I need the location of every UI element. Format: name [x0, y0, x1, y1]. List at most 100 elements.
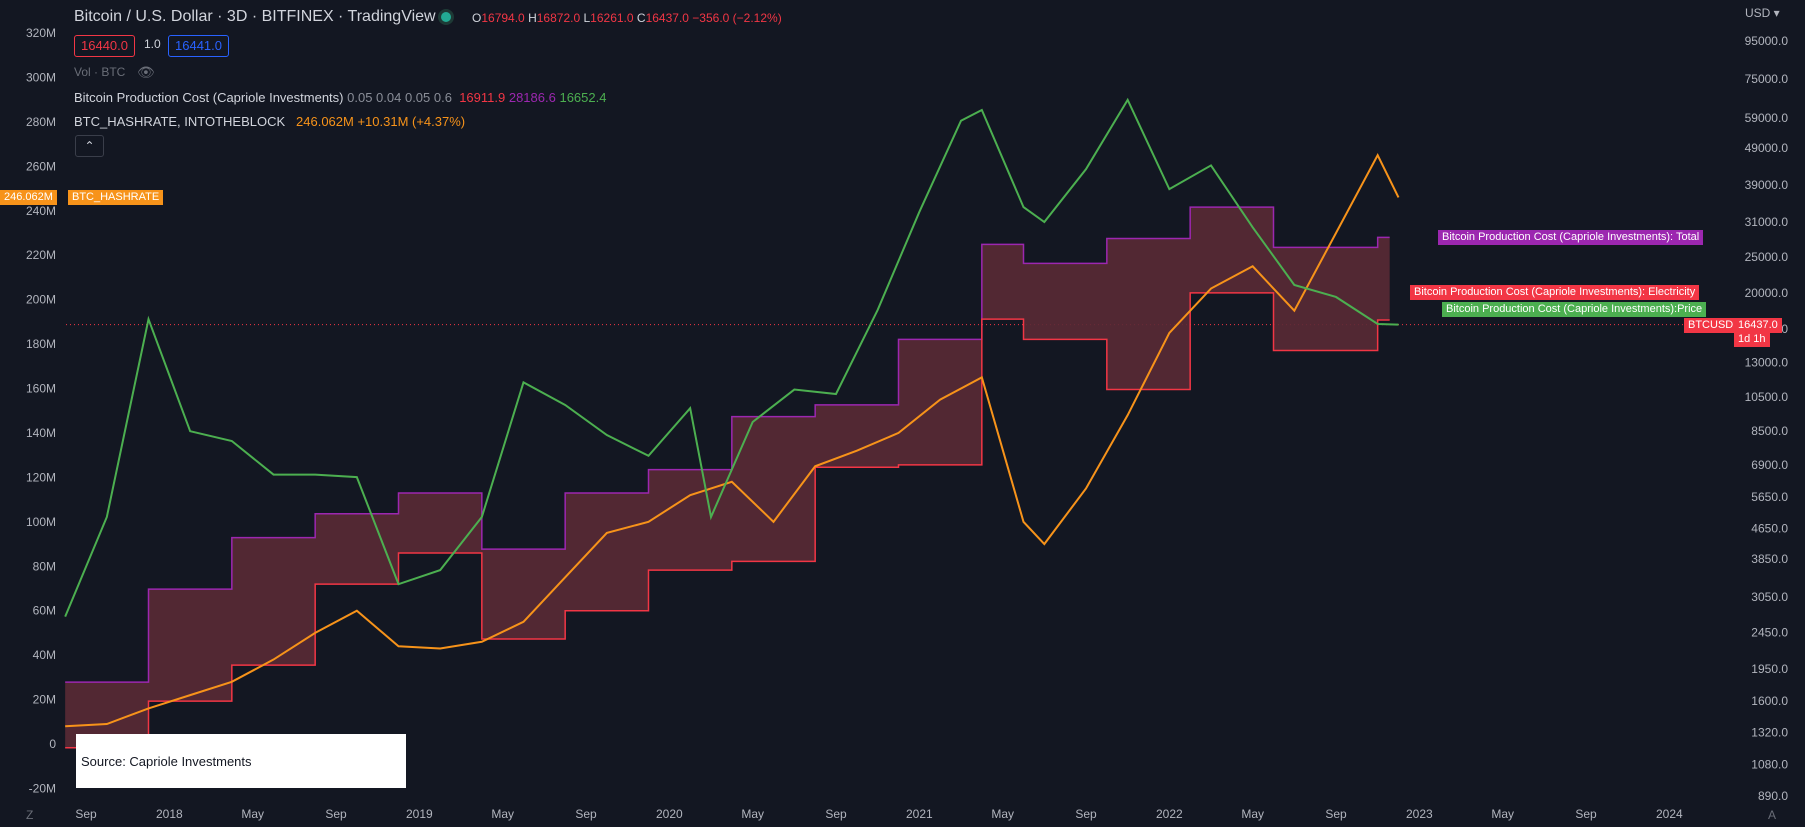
price-point [1398, 324, 1400, 326]
hashrate-line [65, 153, 1400, 728]
right-axis-label: 8500.0 [1751, 424, 1788, 438]
total-point [564, 492, 566, 494]
left-axis-label: 160M [26, 382, 56, 396]
x-tick-label: May [991, 807, 1014, 821]
indicator-legend-production-cost[interactable]: Bitcoin Production Cost (Capriole Invest… [74, 90, 607, 105]
x-tick-label: May [741, 807, 764, 821]
price-cost-tag: Bitcoin Production Cost (Capriole Invest… [1442, 302, 1707, 317]
volume-legend[interactable]: Vol · BTC [74, 65, 126, 79]
price-point [835, 393, 837, 395]
btc-hashrate-point [1044, 543, 1046, 545]
x-tick-label: 2021 [906, 807, 933, 821]
sell-price-button[interactable]: 16440.0 [74, 35, 135, 57]
btc-hashrate-point [523, 621, 525, 623]
electricity-point [398, 552, 400, 554]
left-axis-label: 300M [26, 70, 56, 84]
left-axis-label: 40M [33, 648, 56, 662]
electricity-point [1023, 339, 1025, 341]
collapse-legend-button[interactable]: ⌃ [75, 135, 104, 157]
right-axis-label: 3050.0 [1751, 590, 1788, 604]
price-point [1023, 206, 1025, 208]
btc-hashrate-point [314, 632, 316, 634]
electricity-point [1273, 350, 1275, 352]
x-tick-label: May [491, 807, 514, 821]
btc-hashrate-point [1023, 521, 1025, 523]
btc-hashrate-point [398, 645, 400, 647]
x-tick-label: 2018 [156, 807, 183, 821]
right-axis-label: 13000.0 [1745, 356, 1789, 370]
price-point [752, 421, 754, 423]
price-point [648, 455, 650, 457]
price-point [981, 109, 983, 111]
electricity-point [648, 569, 650, 571]
x-tick-label: Sep [1325, 807, 1347, 821]
left-axis-label: 60M [33, 604, 56, 618]
electricity-point [314, 583, 316, 585]
price-point [148, 318, 150, 320]
electricity-point [1377, 319, 1379, 321]
btc-hashrate-point [1085, 488, 1087, 490]
right-axis-label: 31000.0 [1745, 215, 1789, 229]
currency-select[interactable]: USD ▾ [1745, 6, 1780, 20]
left-axis-label: -20M [29, 781, 56, 795]
indicator-legend-hashrate[interactable]: BTC_HASHRATE, INTOTHEBLOCK 246.062M +10.… [74, 114, 466, 129]
electricity-point [981, 318, 983, 320]
total-cost-tag: Bitcoin Production Cost (Capriole Invest… [1438, 230, 1704, 245]
left-axis-label: 80M [33, 559, 56, 573]
left-axis-label: 260M [26, 159, 56, 173]
total-point [648, 469, 650, 471]
electricity-point [898, 464, 900, 466]
right-axis-label: 2450.0 [1751, 625, 1788, 639]
x-tick-label: May [241, 807, 264, 821]
x-tick-label: 2022 [1156, 807, 1183, 821]
btc-hashrate-point [1252, 265, 1254, 267]
price-point [1169, 188, 1171, 190]
total-point [231, 537, 233, 539]
btc-hashrate-point [856, 450, 858, 452]
btc-hashrate-point [981, 377, 983, 379]
total-point [1273, 247, 1275, 249]
btc-hashrate-point [1127, 414, 1129, 416]
right-axis-label: 4650.0 [1751, 522, 1788, 536]
price-point [398, 583, 400, 585]
price-point [1127, 99, 1129, 101]
btcusd-symbol-tag: BTCUSD [1684, 318, 1738, 333]
right-axis-label: 5650.0 [1751, 490, 1788, 504]
electricity-point [481, 638, 483, 640]
electricity-point [231, 664, 233, 666]
left-axis-label: 140M [26, 426, 56, 440]
right-axis-label: 59000.0 [1745, 111, 1789, 125]
price-point [356, 476, 358, 478]
right-axis-label: 49000.0 [1745, 141, 1789, 155]
total-point [1023, 263, 1025, 265]
x-tick-label: Sep [575, 807, 597, 821]
right-axis-label: 1320.0 [1751, 725, 1788, 739]
x-tick-label: Sep [1075, 807, 1097, 821]
auto-scale-button[interactable]: A [1768, 808, 1777, 822]
btcusd-price-tag: 16437.0 [1734, 318, 1782, 333]
x-tick-label: May [1491, 807, 1514, 821]
price-point [439, 569, 441, 571]
btc-hashrate-point [606, 532, 608, 534]
hashrate-value-tag: 246.062M [0, 190, 57, 205]
electricity-point [1189, 292, 1191, 294]
timezone-icon[interactable]: Z [26, 808, 34, 822]
total-point [981, 244, 983, 246]
right-axis-label: 10500.0 [1745, 390, 1789, 404]
total-point [481, 548, 483, 550]
right-axis-label: 890.0 [1758, 789, 1788, 803]
hidden-eye-icon[interactable]: 👁︎ [137, 64, 155, 80]
total-point [731, 416, 733, 418]
price-point [606, 434, 608, 436]
hashrate-name-tag: BTC_HASHRATE [68, 190, 164, 205]
right-axis-label: 1950.0 [1751, 662, 1788, 676]
left-axis-label: 280M [26, 115, 56, 129]
electricity-point [1106, 389, 1108, 391]
electricity-cost-line [65, 292, 1390, 749]
btc-hashrate-point [773, 521, 775, 523]
price-point [919, 211, 921, 213]
buy-price-button[interactable]: 16441.0 [168, 35, 229, 57]
price-point [314, 474, 316, 476]
x-tick-label: 2024 [1656, 807, 1683, 821]
